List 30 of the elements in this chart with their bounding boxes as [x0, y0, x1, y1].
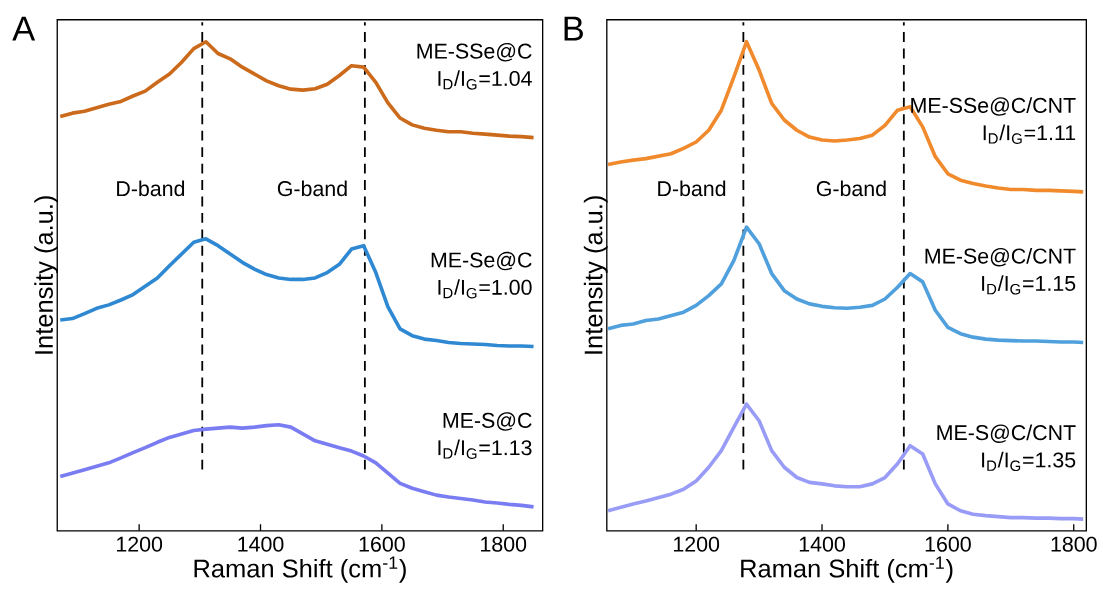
chart-title: B	[564, 16, 583, 41]
x-tick-label: 1600	[925, 536, 971, 552]
text: ME-S@C	[443, 412, 532, 431]
ref-line-label: G-band	[816, 180, 886, 197]
x-tick-label: 1400	[799, 536, 845, 552]
y-axis-title: Intensity (a.u.)	[34, 196, 58, 354]
series-label: ME-Se@C/CNT	[925, 248, 1076, 267]
text: ME-SSe@C	[417, 43, 532, 62]
annotation: I$_{D}$/I$_{G}$=1.00	[438, 279, 532, 299]
x-tick-label: 1200	[117, 536, 163, 552]
chart-title: A	[12, 16, 36, 41]
ref-line-label: G-band	[277, 180, 347, 197]
annotation: I$_{D}$/I$_{G}$=1.11	[983, 124, 1076, 145]
annotation: I$_{D}$/I$_{G}$=1.13	[438, 439, 532, 459]
y-axis-title: Intensity (a.u.)	[583, 196, 608, 354]
x-tick-label: 1400	[238, 536, 284, 552]
ref-line-label: D-band	[658, 180, 726, 197]
x-tick-label: 1200	[674, 536, 720, 552]
x-axis-title: Raman Shift (cm$^{-1}$)	[194, 556, 406, 583]
x-tick-label: 1600	[359, 536, 405, 552]
series-label: ME-S@C/CNT	[937, 424, 1076, 444]
x-axis-title: Raman Shift (cm$^{-1}$)	[741, 556, 953, 583]
x-tick-label: 1800	[1051, 536, 1097, 552]
annotation: I$_{D}$/I$_{G}$=1.35	[982, 451, 1076, 472]
ref-line-label: D-band	[117, 180, 185, 197]
x-tick-label: 1800	[481, 536, 527, 552]
text: ME-Se@C	[431, 251, 532, 271]
annotation: I$_{D}$/I$_{G}$=1.04	[438, 70, 532, 90]
annotation: I$_{D}$/I$_{G}$=1.15	[982, 275, 1076, 295]
series-label: ME-SSe@C/CNT	[911, 97, 1076, 116]
